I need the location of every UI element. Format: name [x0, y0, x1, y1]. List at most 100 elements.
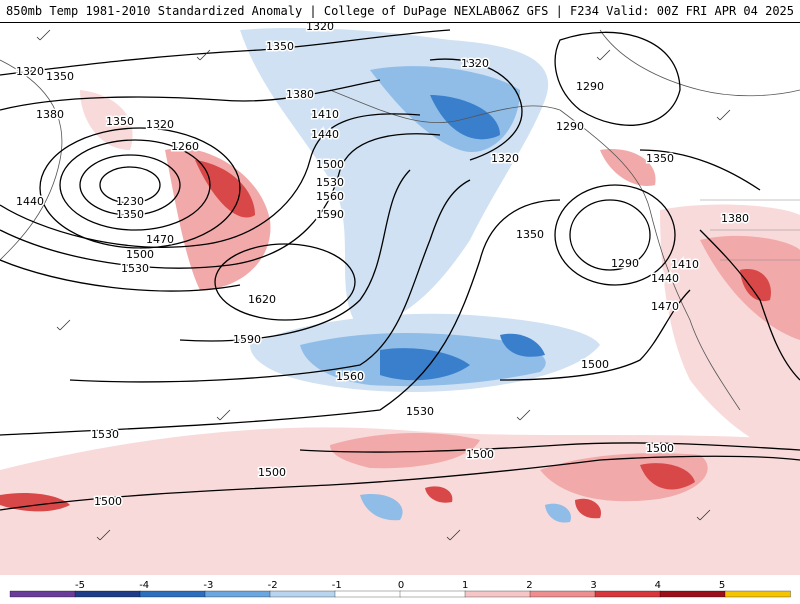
contour-line	[179, 169, 411, 342]
cold-anomaly-core	[500, 333, 545, 357]
colorbar-segment	[464, 590, 531, 598]
contour-label: 1500	[581, 358, 609, 371]
contour-label: 1530	[121, 262, 149, 275]
cold-anomaly-core	[380, 348, 470, 381]
contour-label: 1440	[16, 195, 44, 208]
wind-barb	[446, 529, 461, 541]
coastline	[329, 89, 561, 124]
contour-line	[554, 31, 681, 126]
colorbar-tick-label: 5	[719, 580, 725, 591]
contour-label: 1470	[146, 233, 174, 246]
contour-label: 1500	[126, 248, 154, 261]
colorbar: -5 -4 -3 -2 -1 0 1 2 3 4 5	[0, 577, 800, 600]
colorbar-tick-label: 1	[462, 580, 468, 591]
contour-line	[39, 127, 241, 249]
warm-anomaly-core	[0, 493, 70, 512]
map-header: 850mb Temp 1981-2010 Standardized Anomal…	[0, 0, 800, 23]
contour-line	[299, 442, 800, 453]
contour-label: 1350	[266, 40, 294, 53]
coastline	[559, 109, 741, 411]
contour-line	[569, 199, 651, 271]
contour-line	[0, 29, 451, 76]
wind-barb	[216, 409, 231, 421]
contour-label: 1350	[646, 152, 674, 165]
colorbar-tick-label: -2	[268, 580, 278, 591]
wind-barb	[696, 509, 711, 521]
contour-label: 1290	[611, 257, 639, 270]
contour-label: 1620	[248, 293, 276, 306]
colorbar-tick-label: -4	[139, 580, 149, 591]
contour-label: 1320	[491, 152, 519, 165]
wind-barb	[596, 49, 611, 61]
contour-label: 1500	[646, 442, 674, 455]
contour-label: 1380	[286, 88, 314, 101]
cold-anomaly-core	[430, 95, 500, 140]
contour-line	[214, 243, 356, 321]
colorbar-tick-label: 2	[526, 580, 532, 591]
contour-line	[554, 184, 676, 286]
contour-label: 1320	[306, 22, 334, 33]
contour-label: 1440	[651, 272, 679, 285]
colorbar-canvas: -5 -4 -3 -2 -1 0 1 2 3 4 5	[9, 580, 791, 598]
wind-barb	[716, 109, 731, 121]
colorbar-segment	[529, 590, 596, 598]
colorbar-segment	[74, 590, 141, 598]
warm-anomaly-core	[740, 269, 771, 302]
contour-label: 1380	[36, 108, 64, 121]
contour-label: 1410	[671, 258, 699, 271]
colorbar-tick-label: 0	[398, 580, 404, 591]
contour-label: 1530	[316, 176, 344, 189]
contour-label: 1380	[721, 212, 749, 225]
warm-anomaly-core	[195, 160, 255, 218]
coastline	[599, 29, 800, 97]
wind-barb	[96, 529, 111, 541]
colorbar-segment	[269, 590, 336, 598]
contour-label: 1560	[316, 190, 344, 203]
colorbar-segment	[334, 590, 401, 598]
colorbar-tick-label: 4	[655, 580, 661, 591]
contour-label: 1290	[576, 80, 604, 93]
model-run-info: 06Z GFS | F234 Valid: 00Z FRI APR 04 202…	[497, 4, 794, 18]
contour-label: 1500	[258, 466, 286, 479]
contour-label: 1590	[316, 208, 344, 221]
warm-anomaly-core	[640, 463, 695, 490]
colorbar-segment	[724, 590, 791, 598]
map-title: 850mb Temp 1981-2010 Standardized Anomal…	[6, 4, 498, 18]
contour-line	[79, 154, 181, 216]
contour-label: 1410	[311, 108, 339, 121]
wind-barb	[36, 29, 51, 41]
contour-label: 1530	[91, 428, 119, 441]
contour-line	[499, 289, 691, 381]
contour-line	[59, 139, 211, 231]
contour-line	[0, 113, 421, 248]
cold-anomaly-shape	[545, 503, 571, 523]
contour-line	[69, 179, 471, 383]
contour-label: 1500	[466, 448, 494, 461]
contour-line	[639, 149, 761, 191]
anomaly-map: 1320 1350 1320 1350 1380 1350 1320 1260 1230 1350…	[0, 22, 800, 577]
warm-anomaly-shape	[165, 148, 271, 290]
colorbar-segment	[399, 590, 466, 598]
contour-label: 1350	[116, 208, 144, 221]
contour-line	[0, 79, 381, 111]
warm-anomaly-core	[575, 498, 601, 519]
contour-label: 1350	[46, 70, 74, 83]
cold-anomaly-shape	[360, 494, 403, 521]
contour-line	[0, 199, 561, 436]
state-border	[700, 199, 800, 261]
colorbar-segment	[659, 590, 726, 598]
anomaly-shading	[0, 28, 800, 575]
contour-label: 1230	[116, 195, 144, 208]
warm-anomaly-shape	[80, 90, 133, 150]
contour-label: 1590	[233, 333, 261, 346]
colorbar-tick-label: -3	[203, 580, 213, 591]
colorbar-segment	[594, 590, 661, 598]
warm-anomaly-core	[425, 486, 453, 503]
contour-line	[0, 259, 241, 292]
wind-barbs	[36, 29, 731, 541]
colorbar-tick-label: 3	[590, 580, 596, 591]
contour-label: 1320	[461, 57, 489, 70]
warm-anomaly-shape	[600, 149, 656, 186]
contour-label: 1560	[336, 370, 364, 383]
